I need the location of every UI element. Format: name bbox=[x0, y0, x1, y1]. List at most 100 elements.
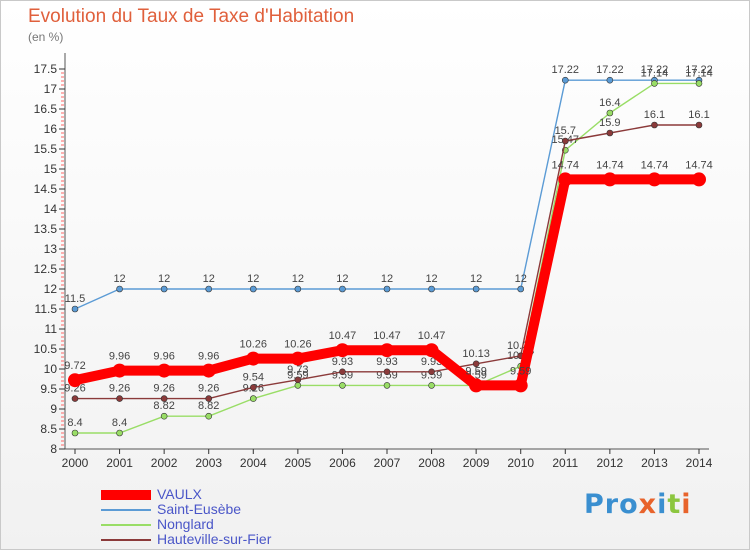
legend-swatch-nonglard bbox=[101, 524, 151, 526]
logo-part: Pro bbox=[584, 489, 639, 520]
legend-label-vaulx: VAULX bbox=[157, 486, 202, 502]
legend-item-hauteville: Hauteville-sur-Fier bbox=[101, 531, 361, 548]
data-point bbox=[116, 429, 123, 437]
data-point bbox=[651, 80, 658, 87]
data-label: 17.22 bbox=[641, 64, 669, 76]
data-label: 9.26 bbox=[109, 383, 130, 395]
legend-label-hauteville: Hauteville-sur-Fier bbox=[157, 531, 272, 547]
x-tick-label: 2014 bbox=[686, 456, 713, 470]
data-point bbox=[561, 137, 569, 145]
data-label: 9.72 bbox=[64, 360, 85, 372]
data-label: 14.74 bbox=[596, 159, 624, 171]
y-tick-label: 10 bbox=[44, 362, 58, 376]
data-label: 10.47 bbox=[329, 330, 357, 342]
y-tick-label: 13 bbox=[44, 242, 58, 256]
x-tick-label: 2001 bbox=[106, 456, 133, 470]
data-label: 12 bbox=[203, 273, 215, 285]
data-point bbox=[294, 382, 302, 389]
data-point bbox=[561, 76, 569, 84]
data-point bbox=[205, 395, 213, 402]
data-point bbox=[695, 121, 703, 129]
data-label: 17.22 bbox=[552, 64, 580, 76]
data-label: 16.1 bbox=[644, 109, 665, 121]
x-tick-label: 2011 bbox=[552, 456, 578, 470]
data-label: 9.96 bbox=[153, 351, 174, 363]
logo-part: t bbox=[667, 489, 682, 520]
legend-label-saint-eusebe: Saint-Eusèbe bbox=[157, 501, 242, 517]
x-tick-label: 2000 bbox=[62, 456, 89, 470]
data-label: 15.7 bbox=[555, 125, 576, 137]
data-label: 9.54 bbox=[243, 371, 264, 383]
data-point bbox=[249, 384, 257, 391]
x-tick-label: 2012 bbox=[597, 456, 624, 470]
data-label: 17.14 bbox=[641, 67, 669, 79]
y-tick-label: 9.5 bbox=[40, 382, 57, 396]
y-tick-label: 9 bbox=[50, 402, 57, 416]
data-label: 12 bbox=[515, 273, 527, 285]
data-label: 14.74 bbox=[641, 159, 669, 171]
data-point bbox=[68, 373, 82, 388]
data-label: 9.93 bbox=[332, 356, 353, 368]
y-tick-label: 13.5 bbox=[34, 222, 58, 236]
y-tick-label: 14.5 bbox=[34, 182, 58, 196]
data-label: 9.26 bbox=[198, 383, 219, 395]
data-label: 9.93 bbox=[376, 356, 397, 368]
data-label: 10.47 bbox=[373, 330, 401, 342]
data-point bbox=[651, 121, 658, 129]
y-tick-label: 17.5 bbox=[34, 62, 58, 76]
data-label: 10.13 bbox=[462, 348, 490, 360]
y-tick-label: 17 bbox=[44, 82, 58, 96]
data-point bbox=[116, 285, 123, 293]
data-point bbox=[383, 368, 391, 376]
logo-part: i bbox=[657, 489, 668, 520]
legend-swatch-hauteville bbox=[101, 539, 151, 541]
y-tick-label: 11 bbox=[45, 322, 58, 336]
axes: 8 8.5 9 9.5 10 10.5 11 11.5 12 12.5 13 13.5 14 14.5 15… bbox=[34, 53, 713, 470]
y-tick-label: 11.5 bbox=[35, 302, 58, 316]
x-tick-label: 2003 bbox=[195, 456, 222, 470]
data-point bbox=[294, 285, 302, 293]
data-point bbox=[602, 172, 617, 187]
logo-part: i bbox=[681, 489, 692, 520]
data-label: 9.73 bbox=[287, 364, 308, 376]
data-label: 12 bbox=[247, 273, 259, 285]
y-tick-label: 8 bbox=[50, 442, 57, 456]
data-label: 14.74 bbox=[552, 159, 580, 171]
data-label: 9.59 bbox=[510, 365, 531, 377]
data-point bbox=[116, 395, 123, 402]
data-point bbox=[695, 80, 703, 87]
data-point bbox=[383, 382, 391, 389]
data-point bbox=[160, 285, 168, 293]
data-point bbox=[201, 363, 216, 378]
x-tick-label: 2002 bbox=[151, 456, 178, 470]
data-label: 17.14 bbox=[685, 67, 713, 79]
data-label: 10.26 bbox=[284, 339, 312, 351]
data-label: 11.5 bbox=[65, 293, 86, 305]
data-label: 15.9 bbox=[599, 117, 620, 129]
x-tick-label: 2013 bbox=[641, 456, 668, 470]
data-point bbox=[383, 285, 391, 293]
data-point bbox=[428, 368, 435, 376]
y-tick-label: 15 bbox=[44, 162, 58, 176]
data-label: 9.59 bbox=[465, 365, 486, 377]
legend-item-saint-eusebe: Saint-Eusèbe bbox=[101, 501, 361, 518]
data-point bbox=[472, 285, 480, 293]
data-point bbox=[71, 305, 79, 313]
data-point bbox=[424, 343, 439, 358]
data-point bbox=[647, 172, 662, 187]
data-point bbox=[339, 368, 346, 376]
data-point bbox=[380, 343, 394, 358]
y-tick-label: 16 bbox=[44, 122, 58, 136]
data-point bbox=[71, 429, 79, 437]
data-point bbox=[339, 382, 346, 389]
proxiti-logo: Proxiti bbox=[584, 489, 692, 520]
data-point bbox=[472, 360, 480, 368]
data-label: 12 bbox=[381, 273, 393, 285]
data-label: 12 bbox=[292, 273, 304, 285]
data-label: 9.26 bbox=[153, 383, 174, 395]
x-tick-label: 2008 bbox=[418, 456, 445, 470]
data-label: 8.4 bbox=[112, 417, 127, 429]
y-tick-label: 16.5 bbox=[34, 102, 58, 116]
data-label: 8.82 bbox=[198, 400, 219, 412]
